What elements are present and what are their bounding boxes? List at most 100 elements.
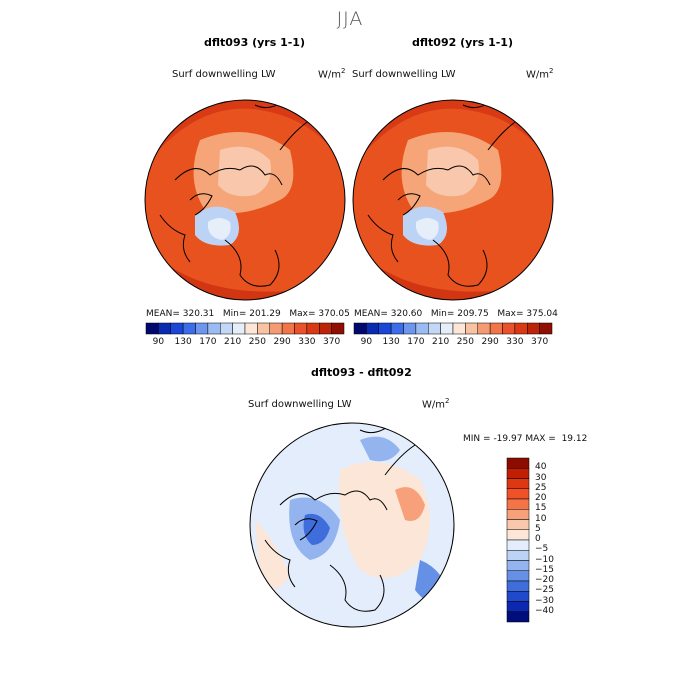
panel-3-colorbar-swatch	[506, 509, 530, 520]
panel-1-colorbar-swatch	[269, 322, 283, 335]
panel-3-colorbar-swatch	[506, 498, 530, 510]
panel-1-colorbar-swatch	[220, 322, 233, 335]
panel-3-colorbar-tick-label: 10	[535, 513, 547, 524]
panel-2-colorbar-swatch	[539, 322, 553, 335]
panel-2-colorbar-tick-label: 250	[456, 337, 474, 347]
panel-3-colorbar-swatch	[506, 591, 530, 602]
figure-title: JJA	[336, 8, 364, 30]
panel-1-colorbar	[145, 322, 345, 335]
panel-3-colorbar-tick-label: 25	[535, 482, 547, 493]
panel-3-colorbar-tick-label: 30	[535, 472, 547, 483]
panel-3-colorbar-swatch	[506, 488, 530, 500]
panel-3-colorbar-tick-label: 0	[535, 534, 541, 544]
panel-2-colorbar-swatch	[415, 322, 429, 335]
panel-1-greenland-core	[208, 218, 231, 240]
panel-1-colorbar-swatch	[158, 322, 171, 335]
panel-2-units: W/m2	[526, 67, 554, 81]
panel-1-map-border	[144, 99, 346, 301]
panel-3-cold-anomaly-north	[360, 436, 400, 462]
panel-3-colorbar-tick-label: −10	[535, 554, 554, 565]
panel-3-colorbar-swatch	[506, 478, 530, 489]
panel-1-colorbar-swatch	[182, 322, 196, 335]
panel-3-variable-label: Surf downwelling LW	[248, 399, 352, 410]
panel-2-colorbar-swatch	[366, 322, 379, 335]
panel-2-colorbar-tick-label: 370	[531, 337, 549, 347]
panel-1-colorbar-swatch	[281, 322, 295, 335]
panel-2-colorbar-swatch	[477, 322, 491, 335]
panel-2-colorbar-swatch	[514, 322, 528, 335]
panel-2-colorbar-swatch	[353, 322, 367, 335]
panel-2-colorbar-tick-label: 90	[360, 337, 373, 347]
panel-1-colorbar-tick-label: 250	[248, 337, 266, 347]
panel-1-colorbar-tick-label: 130	[174, 337, 192, 347]
panel-1-colorbar-swatch	[244, 322, 258, 335]
panel-2-colorbar-swatch	[452, 322, 466, 335]
panel-3-colorbar-tick-label: 40	[535, 462, 547, 473]
panel-2-colorbar-tick-label: 210	[432, 337, 450, 347]
panel-1-colorbar-tick-label: 330	[298, 337, 316, 347]
panel-2-stats: MEAN= 320.60 Min= 209.75 Max= 375.04	[354, 309, 558, 319]
panel-3-colorbar-swatch	[506, 468, 530, 479]
panel-1-colorbar-tick-label: 290	[273, 337, 291, 347]
panel-3-colorbar-swatch	[506, 550, 530, 561]
panel-3-colorbar-tick-label: −25	[535, 585, 554, 596]
panel-1-stats: MEAN= 320.31 Min= 201.29 Max= 370.05	[146, 309, 350, 319]
panel-3-colorbar-swatch	[506, 611, 530, 623]
panel-3-colorbar-tick-label: 5	[535, 523, 541, 534]
panel-1-colorbar-swatch	[195, 322, 209, 335]
panel-3-warm-anomaly-core	[395, 487, 425, 521]
panel-2-map-border	[352, 99, 554, 301]
panel-2-colorbar	[353, 322, 553, 335]
panel-3-colorbar-swatch	[506, 601, 530, 612]
panel-3-map-border	[249, 422, 455, 628]
panel-1-coastlines	[159, 100, 311, 287]
panel-3-colorbar-swatch	[506, 539, 530, 551]
panel-3-polar-map	[250, 423, 454, 627]
panel-2-arctic-core	[426, 146, 479, 197]
panel-1-colorbar-swatch	[145, 322, 159, 335]
panel-3-stats: MIN = -19.97 MAX = 19.12	[463, 434, 588, 444]
panel-2-colorbar-swatch	[465, 322, 478, 335]
panel-1-colorbar-swatch	[207, 322, 221, 335]
panel-2-colorbar-tick-label: 330	[506, 337, 524, 347]
panel-1-colorbar-swatch	[319, 322, 332, 335]
panel-1-warm-region	[150, 100, 345, 170]
panel-2-warm-region	[358, 100, 553, 170]
panel-3-colorbar-swatch	[506, 560, 530, 571]
panel-3-units: W/m2	[422, 397, 450, 411]
panel-3-cold-anomaly-core	[303, 513, 330, 545]
panel-1-colorbar-tick-label: 210	[224, 337, 242, 347]
panel-1-colorbar-tick-label: 170	[199, 337, 217, 347]
panel-3-colorbar-tick-label: 15	[535, 503, 547, 514]
panel-2-colorbar-swatch	[390, 322, 404, 335]
panel-2-colorbar-swatch	[378, 322, 392, 335]
panel-3-colorbar-tick-label: −40	[535, 605, 554, 616]
panel-2-colorbar-swatch	[403, 322, 417, 335]
panel-3-colorbar-tick-label: −30	[535, 595, 554, 606]
panel-2-colorbar-swatch	[489, 322, 503, 335]
panel-3-colorbar-swatch	[506, 457, 530, 469]
panel-1-variable-label: Surf downwelling LW	[172, 69, 276, 80]
panel-3-colorbar-swatch	[506, 580, 530, 592]
panel-2-colorbar-tick-label: 290	[481, 337, 499, 347]
panel-2-colorbar-tick-label: 130	[382, 337, 400, 347]
panel-3-colorbar-tick-label: −5	[535, 544, 549, 555]
panel-1-colorbar-swatch	[232, 322, 246, 335]
panel-2-colorbar-swatch	[440, 322, 454, 335]
panel-1-colorbar-swatch	[331, 322, 345, 335]
panel-2-title: dflt092 (yrs 1-1)	[412, 36, 513, 49]
panel-1-colorbar-tick-label: 370	[323, 337, 341, 347]
panel-1-colorbar-swatch	[306, 322, 320, 335]
panel-2-greenland-core	[416, 218, 439, 240]
panel-3-colorbar-tick-label: −20	[535, 575, 554, 585]
panel-3-colorbar-swatch	[506, 519, 530, 530]
panel-3-colorbar-swatch	[506, 529, 530, 541]
panel-2-polar-map	[353, 100, 553, 300]
panel-2-variable-label: Surf downwelling LW	[352, 69, 456, 80]
panel-3-colorbar-tick-label: −15	[535, 564, 554, 575]
panel-3-colorbar-swatch	[506, 570, 530, 582]
panel-2-colorbar-swatch	[428, 322, 441, 335]
panel-3-coastlines	[264, 424, 416, 612]
panel-1-units: W/m2	[318, 67, 346, 81]
